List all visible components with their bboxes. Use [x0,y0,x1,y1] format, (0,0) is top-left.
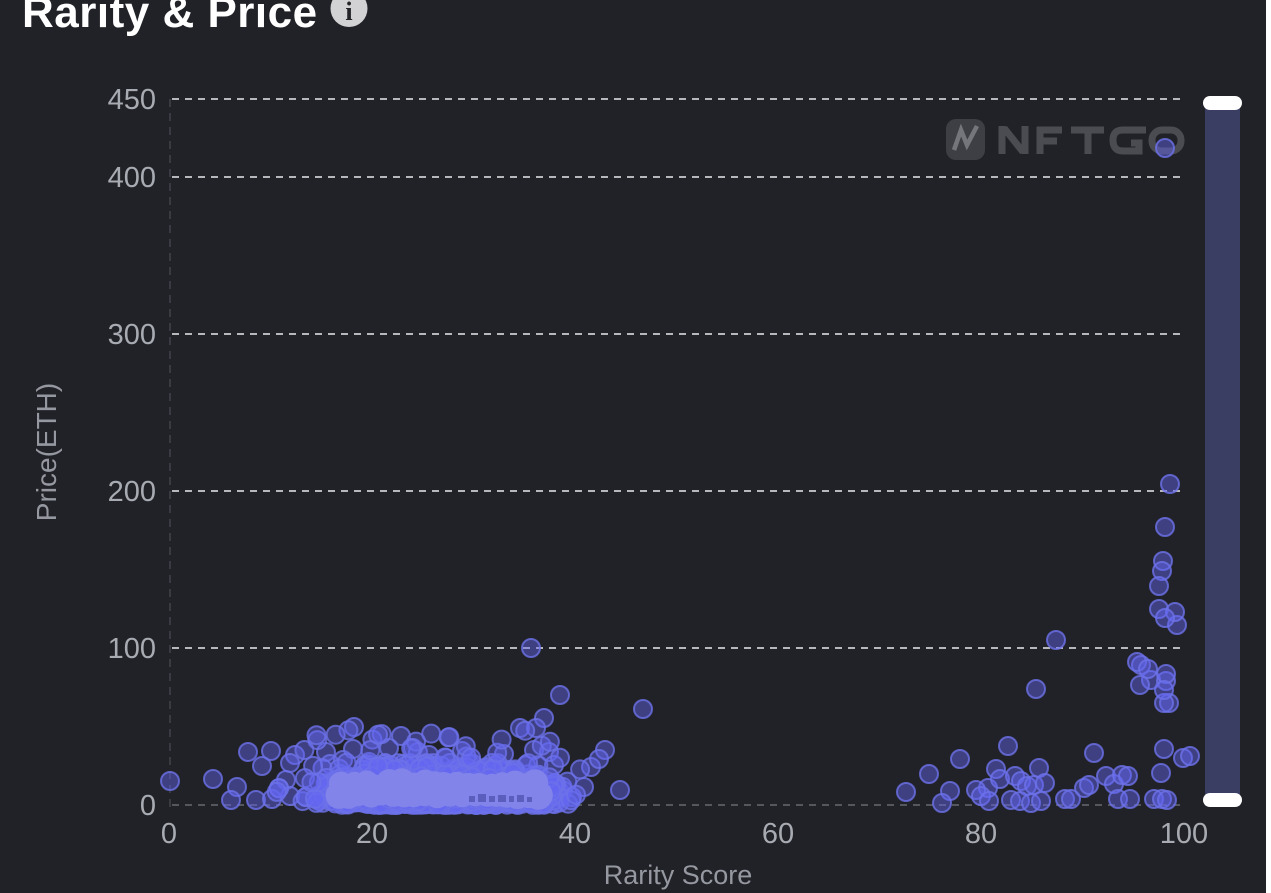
svg-text:100: 100 [1160,818,1208,850]
svg-text:100: 100 [108,633,156,665]
svg-text:Rarity & Price: Rarity & Price [22,0,318,37]
svg-text:0: 0 [161,818,177,850]
svg-text:0: 0 [140,790,156,822]
svg-text:40: 40 [559,818,591,850]
svg-text:Price(ETH): Price(ETH) [31,383,62,521]
svg-text:Rarity Score: Rarity Score [604,860,753,890]
svg-text:80: 80 [965,818,997,850]
svg-text:60: 60 [762,818,794,850]
svg-text:300: 300 [108,319,156,351]
svg-text:400: 400 [108,162,156,194]
svg-text:20: 20 [356,818,388,850]
svg-text:200: 200 [108,476,156,508]
svg-text:450: 450 [108,84,156,116]
svg-text:i: i [345,0,352,26]
